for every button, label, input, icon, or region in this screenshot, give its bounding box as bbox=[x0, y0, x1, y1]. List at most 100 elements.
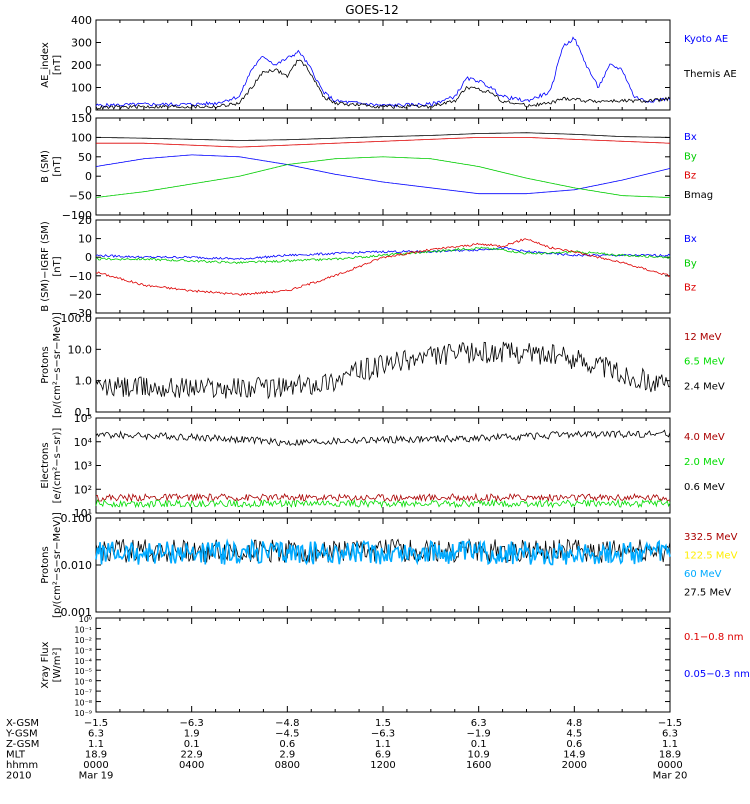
panel-frame bbox=[95, 617, 671, 713]
table-cell: 1.1 bbox=[88, 739, 104, 750]
y-axis-label: [p/(cm²−s−sr−MeV)] bbox=[52, 312, 63, 418]
table-cell: 22.9 bbox=[181, 750, 203, 761]
y-tick-label: 0 bbox=[85, 104, 92, 117]
y-tick-label: 10⁻¹ bbox=[74, 625, 92, 634]
table-cell: −1.5 bbox=[84, 718, 108, 729]
table-cell: 1200 bbox=[370, 760, 395, 771]
y-tick-label: 150 bbox=[71, 112, 92, 125]
table-cell: −1.5 bbox=[658, 718, 682, 729]
legend-entry: 2.4 MeV bbox=[684, 381, 725, 392]
series-line-ae-0 bbox=[95, 36, 671, 108]
legend-entry: Bmag bbox=[684, 190, 713, 201]
panel-protons_high: 0.001 0.010 0.100 Protons [p/(cm²−s−sr−MeV)]… bbox=[40, 512, 738, 619]
panel-bigrf: −30 −20 −10 0 10 20 B (SM)−IGRF (SM) [nT] Bx By Bz bbox=[40, 214, 697, 320]
legend-entry: 0.6 MeV bbox=[684, 482, 725, 493]
y-tick-label: 10⁻³ bbox=[74, 646, 92, 655]
legend-entry: 6.5 MeV bbox=[684, 357, 725, 368]
table-cell: 10.9 bbox=[468, 750, 490, 761]
y-tick-label: 20 bbox=[78, 214, 92, 227]
legend-entry: Themis AE bbox=[683, 69, 737, 80]
legend-entry: By bbox=[684, 151, 697, 162]
panel-frame bbox=[95, 219, 671, 314]
table-cell: 0.1 bbox=[471, 739, 487, 750]
y-tick-label: 10⁻⁹ bbox=[74, 709, 92, 718]
y-tick-label: 100 bbox=[71, 131, 92, 144]
y-tick-label: 0.010 bbox=[61, 559, 93, 572]
table-cell: 18.9 bbox=[659, 750, 681, 761]
y-tick-label: 10³ bbox=[74, 460, 92, 473]
table-cell: 1600 bbox=[466, 760, 491, 771]
series-line-bigrf-2 bbox=[95, 238, 671, 296]
panel-protons_low: 0.1 1.0 10.0 100.0 Protons [p/(cm²−s−sr−MeV)]… bbox=[40, 312, 725, 419]
y-axis-label: B (SM) bbox=[40, 150, 51, 183]
table-cell: 18.9 bbox=[85, 750, 107, 761]
table-cell: −6.3 bbox=[371, 729, 395, 740]
table-cell: 0.6 bbox=[279, 739, 295, 750]
series-line-bsm-0 bbox=[95, 154, 671, 195]
series-line-electrons-0 bbox=[95, 429, 671, 447]
table-cell: 0.1 bbox=[184, 739, 200, 750]
y-tick-label: 100.0 bbox=[61, 312, 93, 325]
y-axis-label: Xray Flux bbox=[40, 641, 51, 688]
y-tick-label: 0.1 bbox=[75, 406, 93, 419]
table-cell: Mar 19 bbox=[79, 771, 114, 782]
y-tick-label: 50 bbox=[78, 151, 92, 164]
y-tick-label: 10¹ bbox=[74, 507, 92, 520]
y-axis-label: [W/m²] bbox=[52, 647, 63, 682]
y-tick-label: −100 bbox=[62, 209, 92, 222]
table-cell: −1.9 bbox=[467, 729, 491, 740]
series-line-bsm-2 bbox=[96, 136, 670, 148]
table-row-label: Y-GSM bbox=[5, 729, 38, 740]
table-cell: −4.5 bbox=[275, 729, 299, 740]
table-cell: Mar 20 bbox=[653, 771, 688, 782]
legend-entry: 12 MeV bbox=[684, 332, 722, 343]
legend-entry: 2.0 MeV bbox=[684, 457, 725, 468]
table-cell: 1.1 bbox=[662, 739, 678, 750]
panel-ae: 0 100 200 300 400 AE_index [nT] Kyoto AE Themis … bbox=[40, 14, 737, 117]
y-tick-label: 10⁻⁸ bbox=[74, 699, 92, 708]
y-tick-label: −20 bbox=[69, 288, 92, 301]
series-line-bigrf-0 bbox=[95, 246, 671, 261]
table-cell: 4.8 bbox=[566, 718, 582, 729]
y-tick-label: 10⁻⁴ bbox=[74, 657, 92, 666]
table-cell: 2.9 bbox=[279, 750, 295, 761]
table-cell: 0000 bbox=[83, 760, 108, 771]
table-cell: 6.3 bbox=[662, 729, 678, 740]
y-tick-label: 200 bbox=[71, 59, 92, 72]
y-tick-label: 1.0 bbox=[75, 375, 93, 388]
y-tick-label: 10⁰ bbox=[79, 615, 92, 624]
y-tick-label: 10² bbox=[74, 483, 92, 496]
legend-entry: Bx bbox=[684, 234, 697, 245]
panel-electrons: 10¹ 10² 10³ 10⁴ 10⁵ Electrons [e/(cm²−s−sr)] 4.… bbox=[40, 412, 725, 520]
legend-entry: 4.0 MeV bbox=[684, 432, 725, 443]
series-line-bigrf-1 bbox=[95, 246, 671, 265]
y-tick-label: 10⁻⁷ bbox=[74, 688, 92, 697]
y-tick-label: 0 bbox=[85, 251, 92, 264]
series-line-ae-1 bbox=[95, 59, 671, 111]
legend-entry: 27.5 MeV bbox=[684, 588, 731, 599]
y-axis-label: [e/(cm²−s−sr)] bbox=[52, 428, 63, 504]
table-cell: 0000 bbox=[657, 760, 682, 771]
table-row-label: Z-GSM bbox=[6, 739, 39, 750]
table-row-label: 2010 bbox=[6, 771, 31, 782]
plot-title: GOES-12 bbox=[345, 3, 399, 17]
table-cell: 1.9 bbox=[184, 729, 200, 740]
table-cell: 2000 bbox=[562, 760, 587, 771]
y-axis-label: [p/(cm²−s−sr−MeV)] bbox=[52, 512, 63, 618]
table-row-label: MLT bbox=[6, 750, 26, 761]
table-row-label: X-GSM bbox=[6, 718, 39, 729]
legend-entry: 0.1−0.8 nm bbox=[684, 632, 743, 643]
table-cell: 6.9 bbox=[375, 750, 391, 761]
y-axis-label: Electrons bbox=[40, 442, 51, 488]
y-tick-label: 10⁻² bbox=[74, 636, 92, 645]
y-tick-label: −30 bbox=[69, 307, 92, 320]
legend-entry: Bz bbox=[684, 283, 696, 294]
series-line-electrons-2 bbox=[95, 498, 671, 509]
series-line-bsm-1 bbox=[95, 156, 670, 198]
y-tick-label: −50 bbox=[69, 190, 92, 203]
y-axis-label: [nT] bbox=[52, 256, 63, 276]
y-tick-label: 0.001 bbox=[61, 606, 93, 619]
y-tick-label: 0 bbox=[85, 170, 92, 183]
series-line-bsm-3 bbox=[96, 132, 670, 141]
